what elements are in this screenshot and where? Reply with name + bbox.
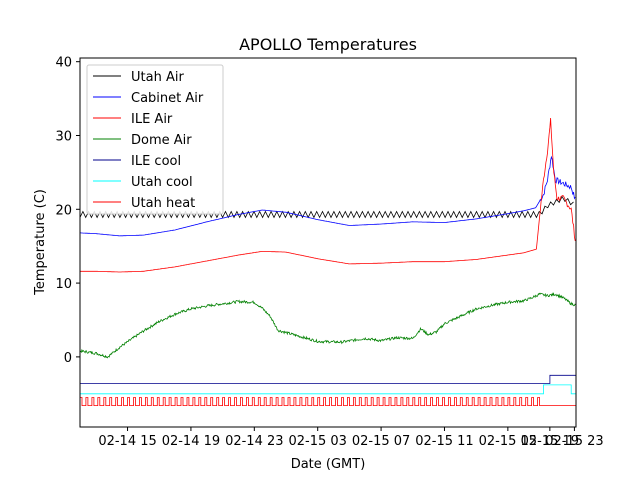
chart-title: APOLLO Temperatures: [239, 35, 417, 54]
x-tick-label: 02-15 23: [545, 434, 603, 449]
x-tick-label: 02-15 15: [479, 434, 537, 449]
y-axis: 0 10 20 30 40: [55, 56, 80, 366]
legend-label: Utah heat: [131, 196, 195, 211]
plot-area: [79, 57, 577, 428]
y-axis-label: Temperature (C): [33, 189, 48, 296]
legend-box: [86, 64, 224, 215]
series-line-utah-cool: [80, 384, 576, 395]
x-tick-label: 02-14 19: [162, 434, 220, 449]
series-line-ile-air: [80, 117, 576, 273]
plot-frame: [79, 57, 577, 428]
y-tick-label: 30: [55, 129, 72, 144]
series-line-dome-air: [80, 292, 576, 359]
x-tick-label: 02-15 19: [521, 434, 579, 449]
legend-label: Utah cool: [131, 175, 193, 190]
legend-label: Cabinet Air: [131, 91, 204, 106]
x-tick-label: 02-15 11: [415, 434, 473, 449]
x-axis: 02-14 15 02-14 19 02-14 23 02-15 03 02-15 07…: [98, 427, 604, 449]
x-tick-label: 02-14 15: [98, 434, 156, 449]
x-axis-label: Date (GMT): [291, 457, 366, 472]
legend-label: ILE cool: [131, 154, 181, 169]
legend-label: Dome Air: [131, 133, 192, 148]
y-tick-label: 10: [55, 277, 72, 292]
legend-label: ILE Air: [131, 112, 173, 127]
y-tick-label: 20: [55, 203, 72, 218]
y-tick-label: 40: [55, 56, 72, 71]
legend-label: Utah Air: [131, 70, 184, 85]
series-line-ile-cool: [80, 374, 576, 384]
series-line-utah-heat: [80, 397, 576, 406]
legend: Utah Air Cabinet Air ILE Air Dome Air ILE co…: [86, 64, 224, 215]
y-tick-label: 0: [64, 351, 72, 366]
x-tick-label: 02-15 03: [288, 434, 346, 449]
series-line-cabinet-air: [80, 155, 576, 237]
x-tick-label: 02-14 23: [225, 434, 283, 449]
x-tick-label: 02-15 07: [352, 434, 410, 449]
